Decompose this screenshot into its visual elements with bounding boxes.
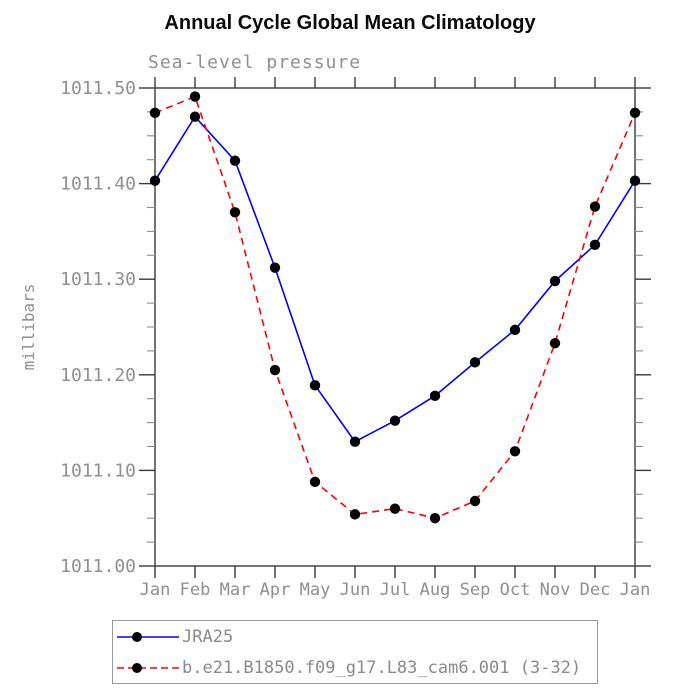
data-point-s0-Oct — [509, 324, 521, 336]
data-point-s1-May — [309, 476, 321, 488]
data-point-s1-Jul — [389, 503, 401, 514]
data-point-s1-Jan — [149, 107, 161, 119]
x-tick-label: Dec — [580, 580, 611, 600]
data-point-s0-Apr — [269, 262, 281, 273]
x-tick-label: Jan — [140, 580, 171, 600]
x-tick-label: Oct — [500, 580, 531, 600]
data-point-s1-Aug — [429, 513, 441, 524]
legend-row-model: b.e21.B1850.f09_g17.L83_cam6.001 (3-32) — [113, 652, 597, 683]
x-tick-label: Jan — [620, 580, 651, 600]
x-tick-label: Sep — [460, 580, 491, 600]
legend-label-jra25: JRA25 — [182, 626, 234, 647]
x-tick-label: Mar — [220, 580, 251, 600]
x-tick-label: Nov — [540, 580, 571, 600]
legend-row-jra25: JRA25 — [113, 621, 597, 652]
data-point-s1-Sep — [469, 495, 481, 507]
y-axis-title: millibars — [19, 284, 38, 371]
data-point-s0-Mar — [229, 155, 241, 166]
plot-frame — [154, 87, 636, 567]
x-tick-label: Jun — [340, 580, 371, 600]
data-point-s0-Jun — [349, 436, 361, 447]
data-point-s0-Nov — [549, 275, 561, 287]
y-tick-label: 1011.00 — [60, 556, 136, 577]
x-tick-label: May — [300, 580, 331, 600]
x-tick-label: Feb — [180, 580, 211, 600]
x-tick-label: Aug — [420, 580, 451, 600]
legend-swatch-solid-line — [117, 631, 179, 642]
chart-subtitle: Sea-level pressure — [148, 52, 361, 73]
data-point-s1-Feb — [189, 91, 201, 102]
y-tick-label: 1011.40 — [60, 174, 136, 195]
data-point-s0-Jan — [629, 175, 641, 186]
series-line-0 — [154, 115, 636, 443]
y-tick-label: 1011.50 — [60, 78, 136, 99]
series-line-1 — [154, 95, 636, 520]
x-tick-label: Jul — [380, 580, 411, 600]
legend-swatch-dashed-line — [117, 662, 179, 673]
legend-label-model: b.e21.B1850.f09_g17.L83_cam6.001 (3-32) — [182, 657, 582, 678]
data-point-s1-Apr — [269, 364, 281, 376]
x-tick-label: Apr — [260, 580, 291, 600]
data-point-s0-Feb — [189, 111, 201, 122]
data-point-s0-Aug — [429, 390, 441, 402]
data-point-s0-May — [309, 380, 321, 391]
data-point-s0-Dec — [589, 239, 601, 250]
chart-title: Annual Cycle Global Mean Climatology — [164, 12, 536, 34]
y-tick-label: 1011.30 — [60, 269, 136, 290]
legend-box: JRA25 b.e21.B1850.f09_g17.L83_cam6.001 (… — [112, 620, 598, 684]
data-point-s1-Oct — [509, 446, 521, 457]
data-point-s0-Sep — [469, 357, 481, 368]
data-point-s1-Jan — [629, 107, 641, 119]
data-point-s1-Nov — [549, 338, 561, 349]
data-point-s1-Mar — [229, 207, 241, 218]
plot-area: Jan Feb Mar Apr May Jun Jul Aug Sep Oct Nov Dec Jan1… — [60, 77, 651, 600]
data-point-s1-Jun — [349, 509, 361, 520]
data-point-s1-Dec — [589, 201, 601, 212]
data-point-s0-Jan — [149, 175, 161, 186]
y-tick-label: 1011.20 — [60, 365, 136, 386]
y-tick-label: 1011.10 — [60, 460, 136, 481]
data-point-s0-Jul — [389, 415, 401, 426]
